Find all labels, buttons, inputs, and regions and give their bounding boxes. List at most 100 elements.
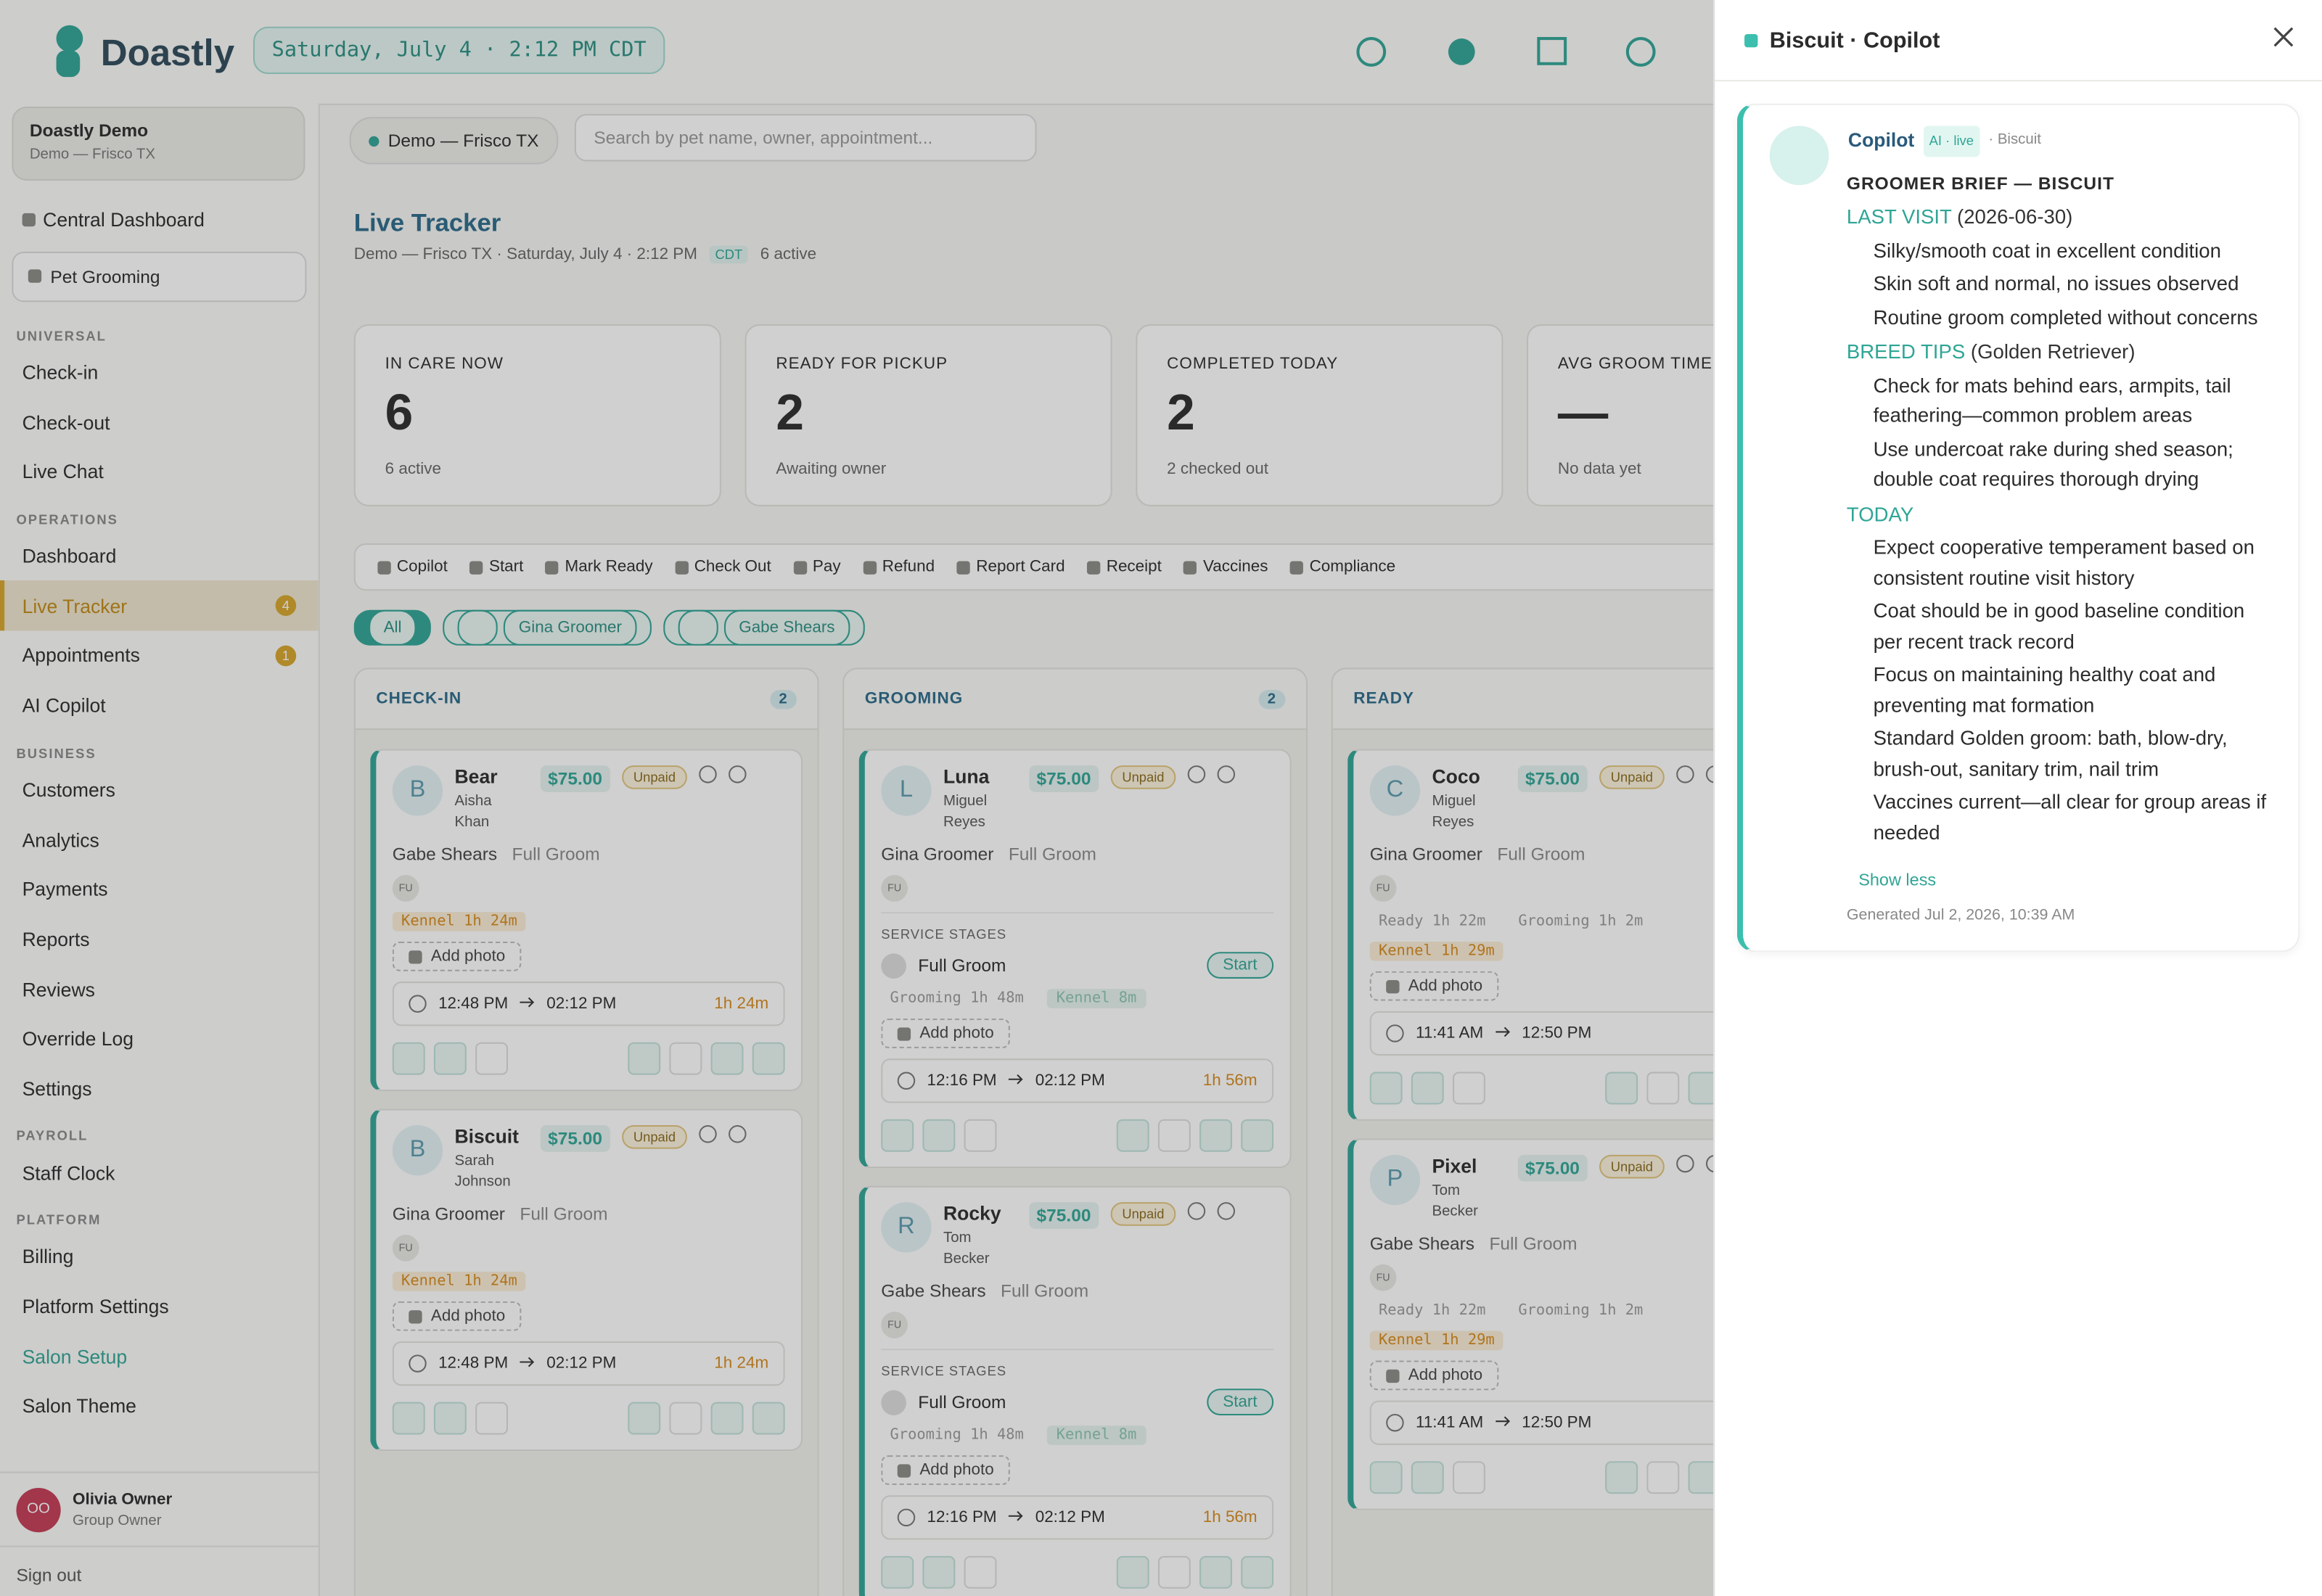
filter-chip[interactable]: Gina Groomer xyxy=(443,609,652,646)
action-button[interactable]: Refund xyxy=(863,558,935,576)
nav-item[interactable]: AI Copilot xyxy=(0,680,319,731)
icon-button[interactable] xyxy=(1157,1555,1191,1589)
nav-item[interactable]: Appointments 1 xyxy=(0,631,319,681)
nav-item[interactable]: Live Chat xyxy=(0,447,319,497)
icon-button[interactable] xyxy=(922,1555,956,1589)
icon-button[interactable] xyxy=(964,1119,997,1152)
icon-button[interactable] xyxy=(392,1402,425,1435)
timer-tag: Grooming 1h 48m xyxy=(890,1427,1024,1444)
module-select[interactable]: Pet Grooming xyxy=(12,251,307,302)
nav-item[interactable]: Staff Clock xyxy=(0,1148,319,1198)
nav-item[interactable]: Billing xyxy=(0,1232,319,1282)
nav-item[interactable]: Override Log xyxy=(0,1014,319,1064)
search[interactable]: Search by pet name, owner, appointment..… xyxy=(574,114,1037,162)
nav-item[interactable]: Live Tracker 4 xyxy=(0,580,319,631)
icon-button[interactable] xyxy=(1411,1461,1444,1494)
icon-button[interactable] xyxy=(964,1555,997,1589)
action-button[interactable]: Copilot xyxy=(377,558,448,576)
add-photo[interactable]: Add photo xyxy=(881,1455,1011,1485)
icon-button[interactable] xyxy=(710,1402,744,1435)
icon-button[interactable] xyxy=(1605,1071,1638,1105)
nav-item[interactable]: Platform Settings xyxy=(0,1282,319,1332)
pet-card[interactable]: P Pixel Tom Becker $75.00 Unpaid Gabe Shears F… xyxy=(1347,1138,1781,1510)
icon-button[interactable] xyxy=(1116,1119,1149,1152)
account[interactable]: Doastly Demo Demo — Frisco TX xyxy=(12,106,305,181)
user[interactable]: OO Olivia Owner Group Owner xyxy=(0,1471,319,1546)
icon-button[interactable] xyxy=(752,1402,785,1435)
nav-item[interactable]: Salon Theme xyxy=(0,1381,319,1431)
icon-button[interactable] xyxy=(1157,1119,1191,1152)
icon-button[interactable] xyxy=(433,1042,467,1075)
icon-button[interactable] xyxy=(1453,1071,1485,1105)
location-chip[interactable]: Demo — Frisco TX xyxy=(349,117,558,165)
nav-item[interactable]: Settings xyxy=(0,1064,319,1114)
add-photo[interactable]: Add photo xyxy=(1369,971,1499,1001)
icon-button[interactable] xyxy=(1453,1461,1485,1494)
icon-button[interactable] xyxy=(1199,1555,1232,1589)
icon-button[interactable] xyxy=(752,1042,785,1075)
icon-button[interactable] xyxy=(1646,1071,1680,1105)
icon-button[interactable] xyxy=(1369,1461,1403,1494)
cards: C Coco Miguel Reyes $75.00 Unpaid Gina Groome… xyxy=(1333,730,1795,1529)
icon-button[interactable] xyxy=(433,1402,467,1435)
nav-item[interactable]: Payments xyxy=(0,865,319,915)
icon-button[interactable] xyxy=(922,1119,956,1152)
nav-item[interactable]: Central Dashboard xyxy=(0,195,319,245)
action-button[interactable]: Compliance xyxy=(1290,558,1395,576)
add-photo[interactable]: Add photo xyxy=(392,941,522,971)
close[interactable] xyxy=(2273,27,2294,54)
filter-chip[interactable]: All xyxy=(353,609,432,646)
brief-item: Coat should be in good baseline conditio… xyxy=(1873,599,2245,652)
icon-button[interactable] xyxy=(881,1555,914,1589)
stage-start[interactable]: Start xyxy=(1206,1389,1274,1416)
nav-item[interactable]: Salon Setup xyxy=(0,1331,319,1381)
action-button[interactable]: Report Card xyxy=(956,558,1065,576)
pet-card[interactable]: B Biscuit Sarah Johnson $75.00 Unpaid Gina Gr… xyxy=(370,1108,803,1451)
show-less[interactable]: Show less xyxy=(1858,872,1937,890)
icon-button[interactable] xyxy=(628,1402,661,1435)
pet-card[interactable]: B Bear Aisha Khan $75.00 Unpaid Gabe Shears Fu… xyxy=(370,749,803,1092)
action-button[interactable]: Start xyxy=(469,558,523,576)
icon-button[interactable] xyxy=(1411,1071,1444,1105)
pet-card[interactable]: L Luna Miguel Reyes $75.00 Unpaid Gina Groome… xyxy=(858,749,1292,1169)
icon-button[interactable] xyxy=(669,1042,702,1075)
icon-button[interactable] xyxy=(881,1119,914,1152)
icon-button[interactable] xyxy=(475,1402,508,1435)
icon-button[interactable] xyxy=(669,1402,702,1435)
action-button[interactable]: Check Out xyxy=(675,558,771,576)
icon-button[interactable] xyxy=(710,1042,744,1075)
icon-button[interactable] xyxy=(392,1042,425,1075)
pet-card[interactable]: C Coco Miguel Reyes $75.00 Unpaid Gina Groome… xyxy=(1347,749,1781,1121)
filter-chip[interactable]: Gabe Shears xyxy=(663,609,865,646)
add-photo[interactable]: Add photo xyxy=(392,1301,522,1331)
stat-card: IN CARE NOW 6 6 active xyxy=(353,324,721,506)
sign-out[interactable]: Sign out xyxy=(0,1545,319,1596)
nav-item[interactable]: Dashboard xyxy=(0,531,319,581)
icon-button[interactable] xyxy=(1241,1119,1274,1152)
icon-button[interactable] xyxy=(1369,1071,1403,1105)
price: $75.00 xyxy=(540,765,610,792)
nav-item[interactable]: Reports xyxy=(0,914,319,964)
nav-item[interactable]: Analytics xyxy=(0,815,319,865)
nav-item[interactable]: Check-out xyxy=(0,398,319,448)
icon-button[interactable] xyxy=(1646,1461,1680,1494)
icon-button[interactable] xyxy=(1605,1461,1638,1494)
icon-button[interactable] xyxy=(628,1042,661,1075)
icon-button[interactable] xyxy=(1241,1555,1274,1589)
nav-item[interactable]: Customers xyxy=(0,765,319,815)
icon-button[interactable] xyxy=(475,1042,508,1075)
action-button[interactable]: Pay xyxy=(793,558,841,576)
nav-item[interactable]: Check-in xyxy=(0,347,319,398)
overlay[interactable] xyxy=(0,0,1714,1596)
action-button[interactable]: Vaccines xyxy=(1183,558,1268,576)
icon-button[interactable] xyxy=(1199,1119,1232,1152)
nav-item[interactable]: Reviews xyxy=(0,964,319,1014)
icon-button[interactable] xyxy=(1116,1555,1149,1589)
pet-card[interactable]: R Rocky Tom Becker $75.00 Unpaid Gabe Shears F… xyxy=(858,1185,1292,1596)
action-button[interactable]: Receipt xyxy=(1087,558,1162,576)
action-button[interactable]: Mark Ready xyxy=(546,558,653,576)
nav-label: Payments xyxy=(22,878,108,901)
stage-start[interactable]: Start xyxy=(1206,952,1274,979)
add-photo[interactable]: Add photo xyxy=(1369,1360,1499,1391)
add-photo[interactable]: Add photo xyxy=(881,1019,1011,1048)
